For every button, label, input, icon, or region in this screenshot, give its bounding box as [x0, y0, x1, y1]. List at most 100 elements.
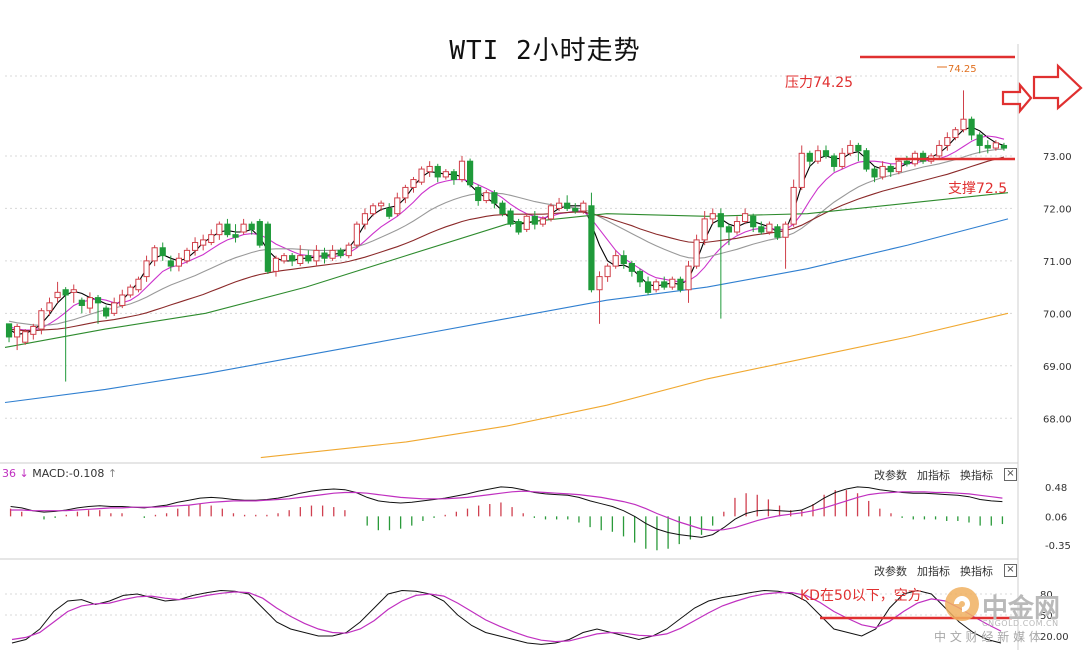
candle-body: [847, 144, 854, 154]
logo-icon-inner: [954, 596, 970, 612]
candle-body: [523, 215, 530, 230]
candle: [321, 247, 328, 264]
candle-body: [240, 223, 247, 233]
candle: [863, 148, 870, 172]
kd-tick-label: 20.00: [1040, 632, 1069, 643]
resistance-label: 压力74.25: [785, 75, 853, 91]
candle-body: [539, 218, 546, 225]
candle-body: [839, 152, 846, 167]
candle: [410, 176, 417, 193]
candle: [248, 221, 255, 235]
candle-body: [944, 137, 951, 146]
macd-add-indicator-button[interactable]: 加指标: [917, 469, 950, 482]
candle: [167, 255, 174, 272]
moving-average-line: [4, 218, 1009, 404]
kd-annotation: KD在50以下，空方: [800, 588, 922, 604]
moving-average-line: [8, 156, 1005, 332]
candle-body: [644, 281, 652, 293]
candle: [442, 169, 449, 180]
candle-body: [669, 278, 676, 288]
candle-body: [750, 215, 757, 228]
candle-body: [758, 226, 765, 233]
candle: [264, 221, 271, 274]
candle-body: [830, 155, 838, 167]
kd-close-icon[interactable]: ×: [1004, 564, 1017, 577]
candle-body: [119, 294, 126, 306]
macd-edit-params-button[interactable]: 改参数: [874, 469, 907, 482]
candle: [256, 218, 263, 248]
candle: [976, 132, 983, 154]
macd-close-icon[interactable]: ×: [1004, 468, 1017, 481]
candle-body: [434, 165, 441, 178]
candle: [361, 208, 369, 230]
candle: [353, 221, 360, 248]
candle: [968, 116, 975, 141]
candle-body: [280, 255, 288, 262]
candle-body: [919, 152, 927, 162]
candle: [135, 276, 142, 293]
candle: [313, 245, 320, 267]
candle-body: [572, 207, 579, 212]
candle: [94, 294, 102, 324]
y-tick-label: 72.00: [1043, 204, 1072, 215]
candle-body: [46, 302, 53, 312]
candle: [297, 245, 304, 267]
candle-body: [14, 325, 21, 338]
kd-add-indicator-button[interactable]: 加指标: [917, 565, 950, 578]
candle: [191, 237, 199, 256]
candlesticks: [5, 90, 1008, 382]
candle-body: [369, 205, 377, 215]
candle-body: [879, 165, 886, 178]
right-arrow-icon: [1001, 81, 1033, 115]
candle-body: [208, 234, 215, 244]
kd-edit-params-button[interactable]: 改参数: [874, 565, 907, 578]
candle: [992, 140, 999, 151]
candle-body: [272, 257, 280, 272]
candle: [855, 142, 862, 162]
candle-body: [30, 325, 37, 335]
candle-body: [863, 150, 870, 170]
macd-header: 36 ↓ MACD:-0.108 ↑: [2, 467, 117, 480]
kd-switch-indicator-button[interactable]: 换指标: [960, 565, 993, 578]
candle: [337, 247, 344, 259]
macd-switch-indicator-button[interactable]: 换指标: [960, 469, 993, 482]
candle-body: [224, 223, 231, 236]
candle: [369, 203, 377, 217]
candle: [903, 155, 910, 167]
candle: [1000, 142, 1008, 151]
candle: [733, 216, 741, 235]
candle: [952, 127, 959, 141]
candle-body: [588, 205, 595, 291]
candle: [814, 145, 822, 164]
y-tick-label: 69.00: [1043, 362, 1072, 373]
candle-body: [774, 226, 781, 238]
candle: [839, 148, 846, 170]
candle-body: [167, 260, 174, 267]
moving-average-line: [260, 312, 1009, 459]
kd-panel: 80 50 20.00 KD在50以下，空方: [5, 588, 1069, 645]
candle: [224, 218, 231, 238]
candle: [798, 145, 805, 191]
candle: [151, 245, 158, 267]
candle-body: [984, 144, 991, 149]
candle-body: [321, 252, 328, 259]
candle: [790, 179, 797, 227]
candle-body: [289, 255, 296, 262]
candle-body: [127, 286, 134, 296]
candle-body: [976, 134, 983, 146]
candle: [984, 140, 991, 154]
candle: [345, 242, 352, 259]
candle-body: [62, 289, 69, 296]
candle: [742, 208, 749, 225]
candle-body: [636, 270, 644, 283]
candle-body: [22, 331, 29, 343]
watermark-url: CNGOLD.COM.CN: [982, 619, 1059, 628]
candle: [936, 140, 943, 159]
candle-body: [378, 202, 385, 207]
candle-body: [450, 171, 458, 181]
candle-body: [895, 160, 902, 173]
candle-body: [547, 205, 555, 220]
candle-body: [394, 197, 401, 215]
candle: [572, 203, 579, 214]
candle-body: [968, 118, 975, 136]
